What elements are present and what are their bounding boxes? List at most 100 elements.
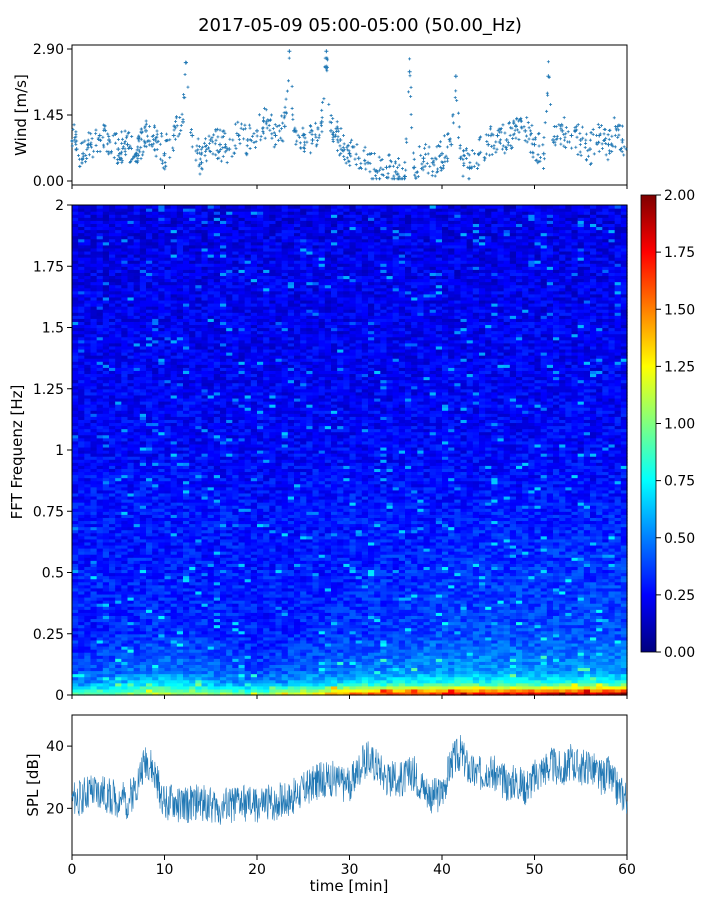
spectrogram-cell	[133, 205, 141, 209]
wind-point	[382, 173, 386, 177]
wind-point	[329, 113, 333, 117]
wind-point	[81, 151, 86, 156]
wind-point	[479, 150, 483, 154]
wind-point	[420, 162, 424, 166]
wind-point	[492, 146, 496, 150]
wind-point	[315, 143, 319, 147]
wind-point	[321, 100, 325, 104]
wind-point	[443, 156, 447, 160]
wind-y-tick-label: 0.00	[33, 174, 64, 190]
wind-point	[243, 127, 247, 131]
spectrogram-cell	[72, 205, 79, 209]
spectrogram-cell	[213, 205, 221, 209]
wind-point	[181, 118, 185, 122]
spectrogram-cell	[127, 205, 135, 209]
wind-point	[107, 138, 111, 143]
wind-point	[152, 142, 156, 146]
wind-point	[562, 132, 566, 136]
wind-point	[357, 166, 361, 170]
wind-point	[372, 167, 376, 171]
wind-point	[317, 133, 321, 137]
spectrogram-cell	[146, 205, 153, 209]
wind-point	[332, 130, 336, 134]
wind-point	[509, 144, 513, 148]
wind-point	[327, 102, 331, 106]
wind-point	[189, 127, 193, 131]
wind-point	[530, 123, 534, 127]
wind-point	[378, 168, 382, 172]
wind-point	[484, 133, 488, 137]
wind-point	[123, 150, 127, 154]
wind-point	[412, 165, 417, 170]
wind-point	[584, 132, 588, 136]
wind-point	[384, 175, 388, 179]
wind-point	[325, 56, 329, 60]
wind-point	[127, 130, 131, 134]
wind-point	[315, 139, 319, 143]
wind-point	[421, 168, 425, 172]
wind-point	[287, 49, 292, 54]
wind-point	[597, 149, 601, 153]
wind-point	[183, 72, 187, 76]
wind-point	[70, 140, 74, 144]
wind-point	[139, 157, 143, 161]
wind-point	[123, 139, 127, 143]
wind-point	[165, 132, 169, 136]
wind-point	[253, 145, 257, 149]
wind-point	[211, 140, 215, 144]
wind-point	[225, 161, 229, 165]
wind-point	[600, 147, 604, 151]
wind-panel: 0.001.452.90 Wind [m/s]	[12, 42, 628, 190]
wind-point	[290, 84, 294, 88]
wind-point	[120, 130, 124, 134]
wind-point	[495, 147, 499, 151]
wind-point	[263, 136, 267, 140]
wind-point	[208, 141, 212, 145]
spectrogram-cell	[158, 205, 166, 209]
wind-point	[248, 147, 252, 151]
wind-point	[422, 160, 426, 164]
wind-point	[513, 128, 517, 132]
spectrogram-cell	[170, 205, 178, 209]
wind-point	[94, 128, 98, 132]
wind-point	[285, 89, 289, 93]
wind-point	[600, 142, 604, 146]
wind-point	[280, 138, 284, 142]
wind-point	[142, 139, 146, 143]
wind-point	[125, 142, 130, 147]
wind-point	[542, 135, 546, 139]
wind-point	[393, 169, 398, 174]
wind-point	[384, 165, 389, 170]
wind-point	[139, 145, 143, 149]
spectrogram-cell	[102, 205, 110, 209]
wind-point	[303, 143, 307, 147]
spectrogram-cell	[195, 205, 203, 209]
wind-point	[405, 140, 409, 144]
wind-point	[440, 151, 444, 156]
wind-point	[575, 135, 579, 139]
wind-point	[84, 153, 88, 157]
wind-point	[462, 153, 466, 157]
wind-point	[116, 161, 120, 165]
wind-point	[295, 139, 299, 143]
wind-point	[138, 150, 142, 154]
wind-point	[326, 58, 330, 62]
wind-point	[178, 115, 182, 119]
wind-point	[338, 138, 343, 143]
wind-point	[536, 132, 540, 136]
wind-point	[443, 160, 447, 164]
wind-point	[308, 130, 312, 134]
wind-point	[353, 157, 357, 161]
wind-point	[72, 123, 76, 127]
wind-point	[620, 150, 624, 154]
wind-point	[291, 113, 295, 117]
wind-point	[578, 138, 583, 143]
wind-point	[566, 130, 570, 134]
spectrogram-cell	[115, 205, 122, 209]
wind-point	[85, 156, 89, 160]
wind-point	[578, 143, 582, 147]
wind-point	[129, 147, 133, 151]
wind-point	[559, 127, 563, 131]
wind-point	[308, 124, 312, 128]
